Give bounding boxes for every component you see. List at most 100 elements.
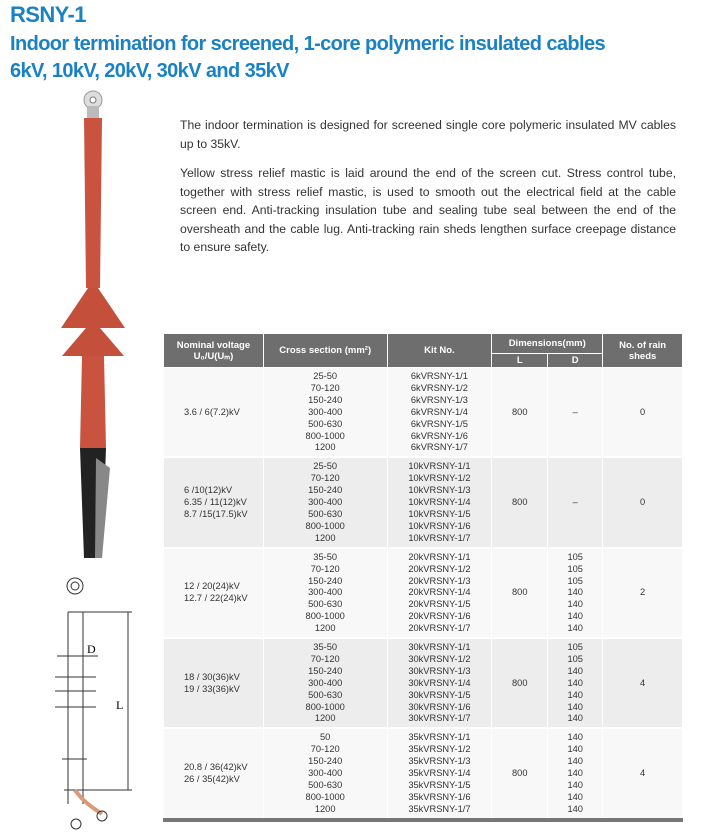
- cross-section-cell-line: 500-630: [308, 508, 343, 519]
- product-voltages: 6kV, 10kV, 20kV, 30kV and 35kV: [10, 60, 290, 82]
- cross-section-cell-line: 70-120: [310, 653, 340, 664]
- voltage-cell-line: 12.7 / 22(24)kV: [184, 593, 248, 604]
- diameter-cell-line: 140: [567, 732, 583, 743]
- cross-section-cell: 50 70-120 150-240 300-400 500-630 800-1000 120…: [262, 728, 388, 822]
- product-photo: [61, 90, 125, 558]
- cross-section-cell-line: 300-400: [308, 587, 343, 598]
- cross-section-cell-line: 150-240: [308, 485, 343, 496]
- header-cross-section: Cross section (mm²): [262, 333, 388, 368]
- rain-sheds-cell: 4: [602, 638, 683, 730]
- length-cell-line: 800: [512, 587, 528, 598]
- diameter-cell-line: 140: [567, 623, 583, 634]
- kit-no-cell-line: 6kVRSNY-1/7: [410, 442, 468, 453]
- rain-sheds-cell-line: 0: [640, 497, 646, 508]
- diameter-cell-line: 105: [567, 575, 583, 586]
- diameter-cell: 105 105 105 140 140 140 140: [547, 547, 604, 640]
- specification-table: Nominal voltage U₀/U(Uₘ) Cross section (m…: [163, 333, 683, 822]
- kit-no-cell-line: 10kVRSNY-1/6: [408, 520, 471, 531]
- table-row: 20.8 / 36(42)kV 26 / 35(42)kV 50 70-120 150-…: [163, 728, 683, 822]
- kit-no-cell-line: 30kVRSNY-1/1: [408, 642, 471, 653]
- length-cell-line: 800: [512, 768, 528, 779]
- header-d: D: [547, 353, 604, 368]
- cross-section-cell-line: 25-50: [313, 461, 338, 472]
- diameter-cell-line: 140: [567, 780, 583, 790]
- kit-no-cell: 30kVRSNY-1/1 30kVRSNY-1/2 30kVRSNY-1/3 30kV…: [386, 638, 493, 730]
- length-cell: 800: [491, 457, 549, 549]
- length-cell: 800: [491, 728, 549, 822]
- rain-sheds-cell: 0: [602, 457, 683, 549]
- cross-section-cell-line: 150-240: [308, 665, 343, 676]
- diameter-cell-line: 105: [567, 642, 583, 653]
- diameter-cell-line: 105: [567, 653, 583, 664]
- diameter-cell: –: [547, 457, 604, 549]
- kit-no-cell-line: 10kVRSNY-1/3: [408, 485, 471, 496]
- diameter-cell-line: 140: [567, 611, 583, 622]
- length-cell-line: 800: [512, 677, 528, 688]
- cross-section-cell-line: 500-630: [308, 689, 343, 700]
- kit-no-cell-line: 20kVRSNY-1/7: [408, 623, 471, 634]
- kit-no-cell-line: 35kVRSNY-1/6: [408, 791, 471, 802]
- kit-no-cell-line: 20kVRSNY-1/3: [408, 575, 471, 586]
- cross-section-cell-line: 800-1000: [305, 611, 345, 622]
- kit-no-cell-line: 35kVRSNY-1/4: [408, 768, 471, 779]
- cross-section-cell-line: 150-240: [308, 575, 343, 586]
- diameter-cell-line: 140: [567, 587, 583, 598]
- cross-section-cell-line: 500-630: [308, 418, 343, 429]
- diameter-cell: –: [547, 367, 604, 459]
- cross-section-cell-line: 70-120: [310, 563, 340, 574]
- header-rain-sheds: No. of rain sheds: [602, 333, 683, 368]
- cross-section-cell-line: 150-240: [308, 756, 343, 767]
- kit-no-cell-line: 20kVRSNY-1/6: [408, 611, 471, 622]
- voltage-cell-line: 26 / 35(42)kV: [184, 774, 240, 785]
- voltage-cell: 18 / 30(36)kV 19 / 33(36)kV: [163, 638, 264, 730]
- cross-section-cell-line: 70-120: [310, 473, 340, 484]
- kit-no-cell-line: 30kVRSNY-1/5: [408, 689, 471, 700]
- kit-no-cell-line: 30kVRSNY-1/3: [408, 665, 471, 676]
- dimension-drawing: D L: [55, 577, 132, 830]
- kit-no-cell-line: 10kVRSNY-1/2: [408, 473, 471, 484]
- voltage-cell: 3.6 / 6(7.2)kV: [163, 367, 264, 459]
- header-dimensions: Dimensions(mm): [491, 333, 604, 354]
- cross-section-cell: 25-50 70-120 150-240 300-400 500-630 800-1000…: [262, 367, 388, 459]
- voltage-cell-line: 3.6 / 6(7.2)kV: [184, 406, 240, 417]
- drawing-label-d: D: [87, 642, 96, 656]
- rain-sheds-cell-line: 4: [640, 768, 646, 779]
- description-paragraph: Yellow stress relief mastic is laid arou…: [180, 166, 676, 254]
- rain-sheds-cell-line: 4: [640, 677, 646, 688]
- diameter-cell-line: 140: [567, 599, 583, 610]
- kit-no-cell-line: 20kVRSNY-1/2: [408, 563, 471, 574]
- product-subtitle: Indoor termination for screened, 1-core …: [10, 33, 606, 55]
- kit-no-cell-line: 20kVRSNY-1/4: [408, 587, 471, 598]
- kit-no-cell-line: 35kVRSNY-1/5: [408, 780, 471, 790]
- kit-no-cell-line: 6kVRSNY-1/4: [410, 406, 468, 417]
- kit-no-cell-line: 30kVRSNY-1/2: [408, 653, 471, 664]
- kit-no-cell-line: 6kVRSNY-1/5: [410, 418, 468, 429]
- kit-no-cell-line: 30kVRSNY-1/6: [408, 701, 471, 712]
- diameter-cell-line: 140: [567, 665, 583, 676]
- length-cell-line: 800: [512, 406, 528, 417]
- kit-no-cell-line: 35kVRSNY-1/1: [408, 732, 471, 743]
- diameter-cell-line: 140: [567, 756, 583, 767]
- length-cell: 800: [491, 638, 549, 730]
- kit-no-cell-line: 6kVRSNY-1/1: [410, 371, 468, 381]
- kit-no-cell-line: 20kVRSNY-1/5: [408, 599, 471, 610]
- cross-section-cell-line: 25-50: [313, 371, 338, 381]
- rain-sheds-cell: 0: [602, 367, 683, 459]
- cross-section-cell-line: 1200: [314, 803, 336, 814]
- voltage-cell-line: 6.35 / 11(12)kV: [184, 497, 247, 508]
- cross-section-cell-line: 70-120: [310, 744, 340, 755]
- cross-section-cell-line: 150-240: [308, 394, 343, 405]
- length-cell-line: 800: [512, 497, 528, 508]
- diameter-cell-line: 140: [567, 768, 583, 779]
- rain-sheds-cell: 2: [602, 547, 683, 640]
- kit-no-cell-line: 10kVRSNY-1/4: [408, 497, 471, 508]
- voltage-cell-line: 18 / 30(36)kV: [184, 671, 240, 682]
- header-nominal-voltage: Nominal voltage U₀/U(Uₘ): [163, 333, 264, 368]
- rain-sheds-cell-line: 2: [640, 587, 646, 598]
- kit-no-cell-line: 6kVRSNY-1/2: [410, 382, 468, 393]
- cross-section-cell-line: 1200: [314, 623, 336, 634]
- kit-no-cell-line: 30kVRSNY-1/4: [408, 677, 471, 688]
- voltage-cell-line: 8.7 /15(17.5)kV: [184, 508, 248, 519]
- kit-no-cell-line: 20kVRSNY-1/1: [408, 551, 471, 562]
- cross-section-cell-line: 500-630: [308, 780, 343, 790]
